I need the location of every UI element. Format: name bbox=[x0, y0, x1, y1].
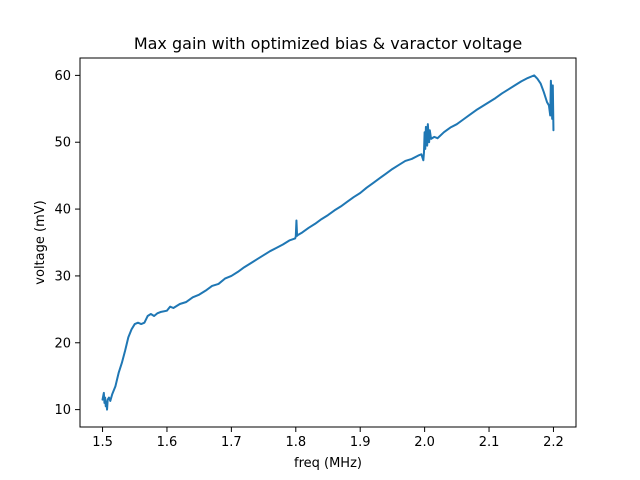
y-tick-label: 30 bbox=[54, 269, 71, 284]
y-tick-label: 40 bbox=[54, 203, 71, 218]
axis-ticks: 1.5 1.6 1.7 1.8 1.9 2.0 2.1 2.2 10 20 30 40 50 60 bbox=[54, 69, 563, 450]
chart-title: Max gain with optimized bias & varactor … bbox=[134, 34, 522, 53]
y-tick-label: 10 bbox=[54, 403, 71, 418]
plot-area bbox=[101, 74, 555, 411]
x-tick-label: 2.1 bbox=[479, 435, 500, 450]
x-tick-label: 1.6 bbox=[157, 435, 178, 450]
x-tick-label: 1.8 bbox=[285, 435, 306, 450]
y-tick-label: 60 bbox=[54, 69, 71, 84]
y-tick-label: 50 bbox=[54, 136, 71, 151]
x-axis-label: freq (MHz) bbox=[294, 456, 362, 471]
x-tick-label: 1.9 bbox=[350, 435, 371, 450]
x-tick-label: 2.2 bbox=[543, 435, 564, 450]
x-tick-label: 2.0 bbox=[414, 435, 435, 450]
axes-frame bbox=[79, 57, 577, 428]
x-tick-label: 1.5 bbox=[92, 435, 113, 450]
y-tick-label: 20 bbox=[54, 336, 71, 351]
series-line bbox=[101, 74, 555, 411]
x-tick-label: 1.7 bbox=[221, 435, 242, 450]
y-axis-label: voltage (mV) bbox=[33, 200, 48, 284]
